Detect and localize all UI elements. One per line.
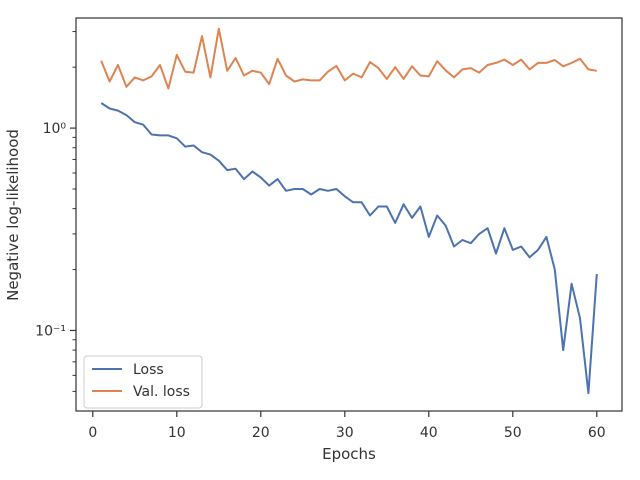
x-tick-label: 30 [336, 425, 354, 441]
x-tick-label: 20 [252, 425, 270, 441]
legend-label-val-loss: Val. loss [133, 384, 190, 400]
y-minor-ticks [72, 31, 76, 392]
x-tick-label: 0 [88, 425, 97, 441]
series-line-loss [100, 102, 598, 395]
y-tick-label: 10⁰ [43, 121, 67, 137]
y-axis-label: Negative log-likelihood [4, 129, 22, 301]
x-tick-label: 40 [420, 425, 438, 441]
x-tick-label: 50 [504, 425, 522, 441]
y-tick-label: 10⁻¹ [35, 323, 66, 339]
x-axis-label: Epochs [322, 445, 376, 463]
legend-label-loss: Loss [133, 362, 164, 378]
x-tick-label: 10 [168, 425, 186, 441]
series-line-val-loss [100, 27, 597, 90]
x-axis-ticks: 0 10 20 30 40 50 60 [88, 411, 606, 441]
x-tick-label: 60 [588, 425, 606, 441]
series-layer [100, 27, 598, 395]
legend: Loss Val. loss [83, 355, 203, 409]
y-axis-ticks: 10⁻¹ 10⁰ [35, 121, 76, 339]
